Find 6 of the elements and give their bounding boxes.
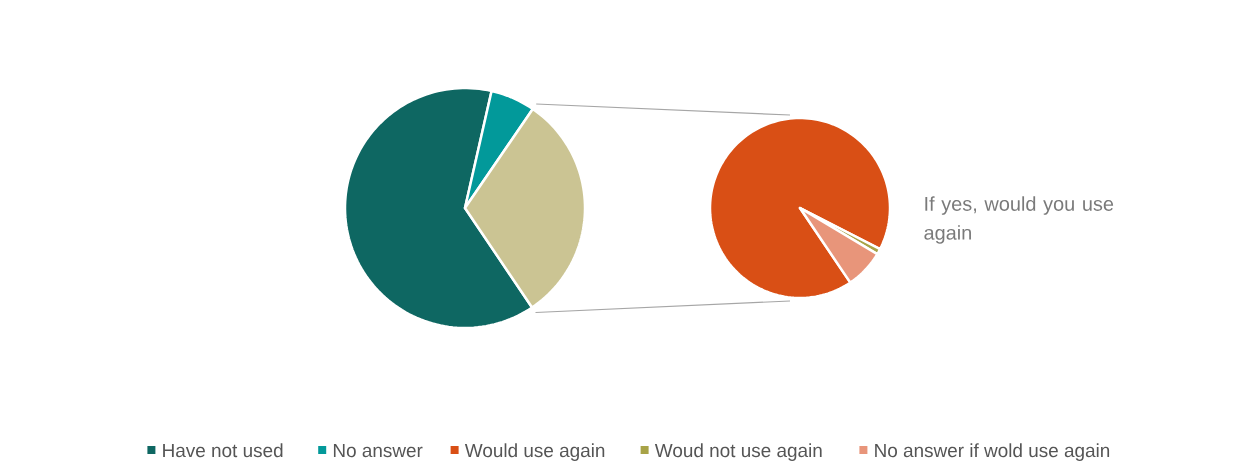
legend-label: No answer if wold use again [875, 443, 1110, 461]
text: If yes, would you use again [924, 196, 1114, 244]
legend-label: No answer [333, 443, 423, 458]
legend-label: Have not used [163, 443, 283, 458]
legend-label: Woud not use again [654, 443, 822, 461]
legend-label: Would use again [464, 443, 605, 461]
